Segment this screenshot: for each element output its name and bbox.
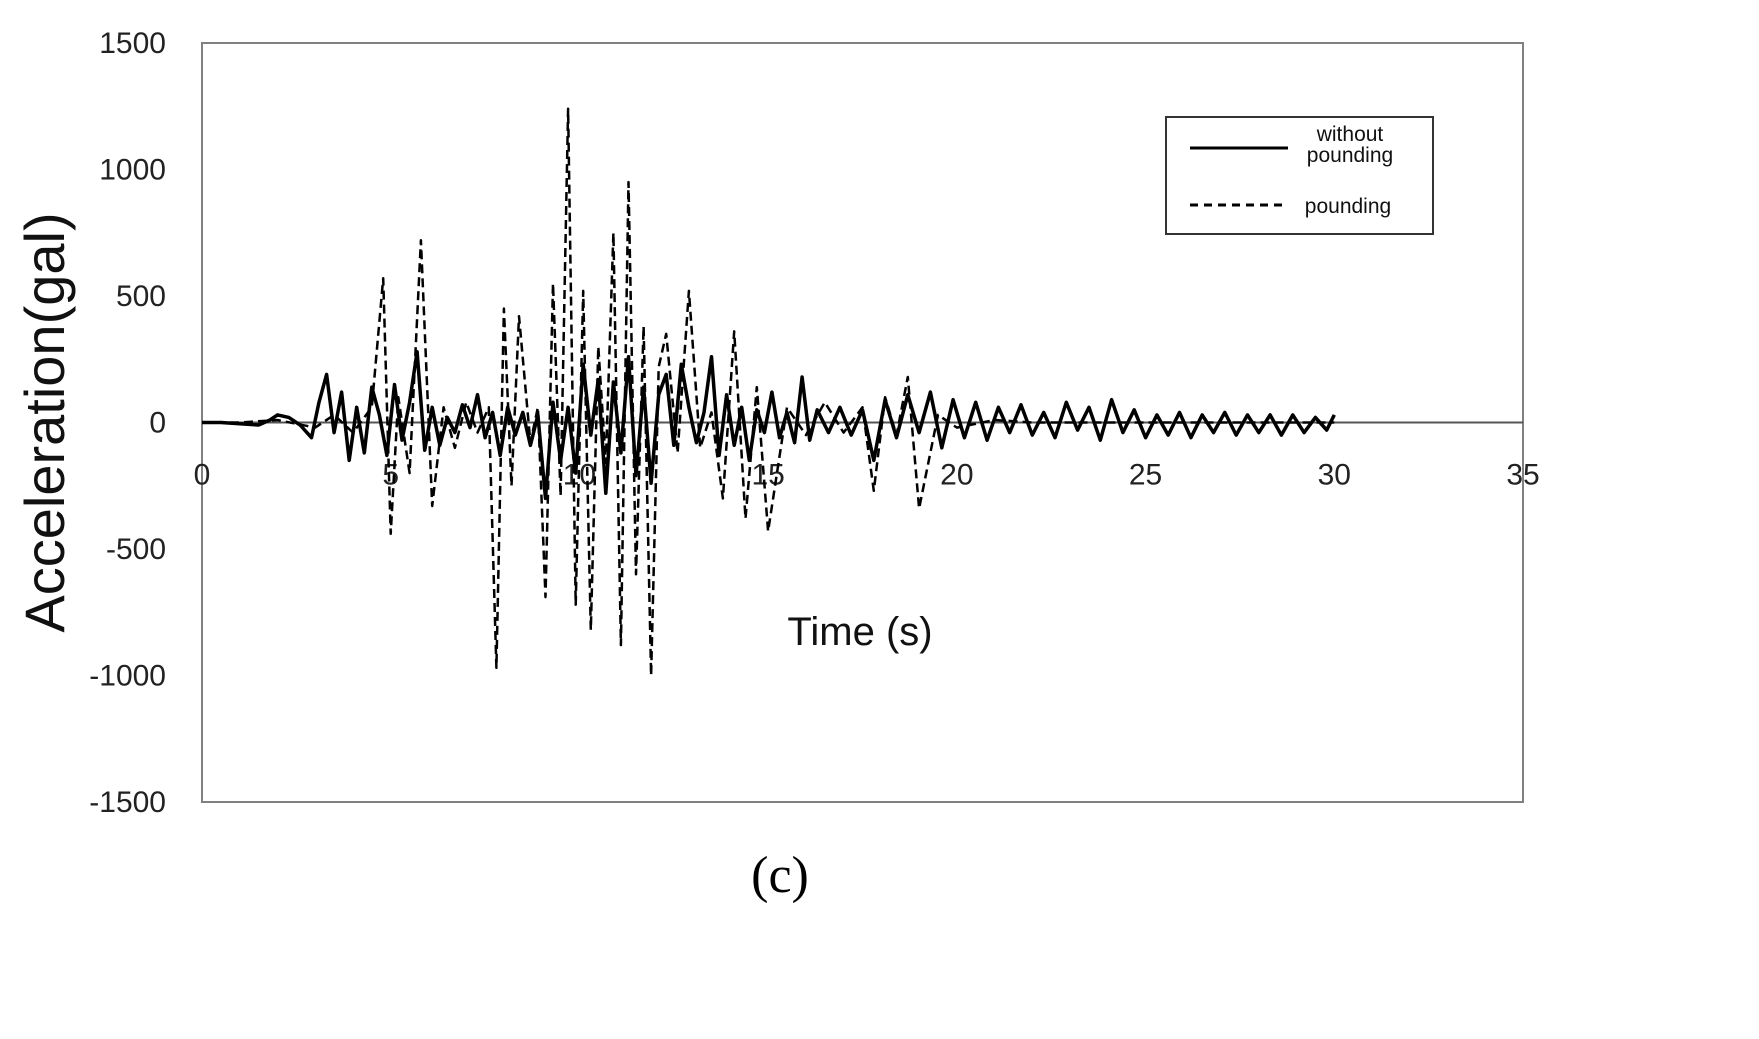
y-tick-label: -1000 xyxy=(89,660,166,693)
x-axis-title: Time (s) xyxy=(787,610,932,654)
series-line-pounding xyxy=(202,107,1335,677)
x-tick-label: 35 xyxy=(1506,459,1539,492)
y-tick-label: 1000 xyxy=(99,154,166,187)
y-tick-label: -500 xyxy=(106,533,166,566)
series-line-without-pounding xyxy=(202,349,1336,501)
legend-label-without-line2: pounding xyxy=(1307,144,1393,167)
y-tick-label: 500 xyxy=(116,280,166,313)
y-tick-labels: -1500 -1000 -500 0 500 1000 1500 xyxy=(89,27,166,819)
legend-label-without: without xyxy=(1316,123,1384,146)
y-tick-label: 0 xyxy=(149,407,166,440)
x-tick-label: 5 xyxy=(382,459,399,492)
x-tick-label: 0 xyxy=(194,459,211,492)
series-lines xyxy=(202,107,1336,677)
x-tick-label: 25 xyxy=(1129,459,1162,492)
legend-box xyxy=(1165,116,1434,235)
legend-label-pounding: pounding xyxy=(1305,195,1391,218)
x-tick-labels: 0 5 10 15 20 25 30 35 xyxy=(194,459,1540,492)
y-tick-label: -1500 xyxy=(89,786,166,819)
x-tick-label: 15 xyxy=(751,459,784,492)
y-tick-label: 1500 xyxy=(99,27,166,60)
x-tick-label: 30 xyxy=(1318,459,1351,492)
legend: without pounding pounding xyxy=(1165,116,1434,235)
panel-label: (c) xyxy=(751,847,809,904)
y-axis-title: Acceleration(gal) xyxy=(13,212,76,632)
x-tick-label: 20 xyxy=(940,459,973,492)
